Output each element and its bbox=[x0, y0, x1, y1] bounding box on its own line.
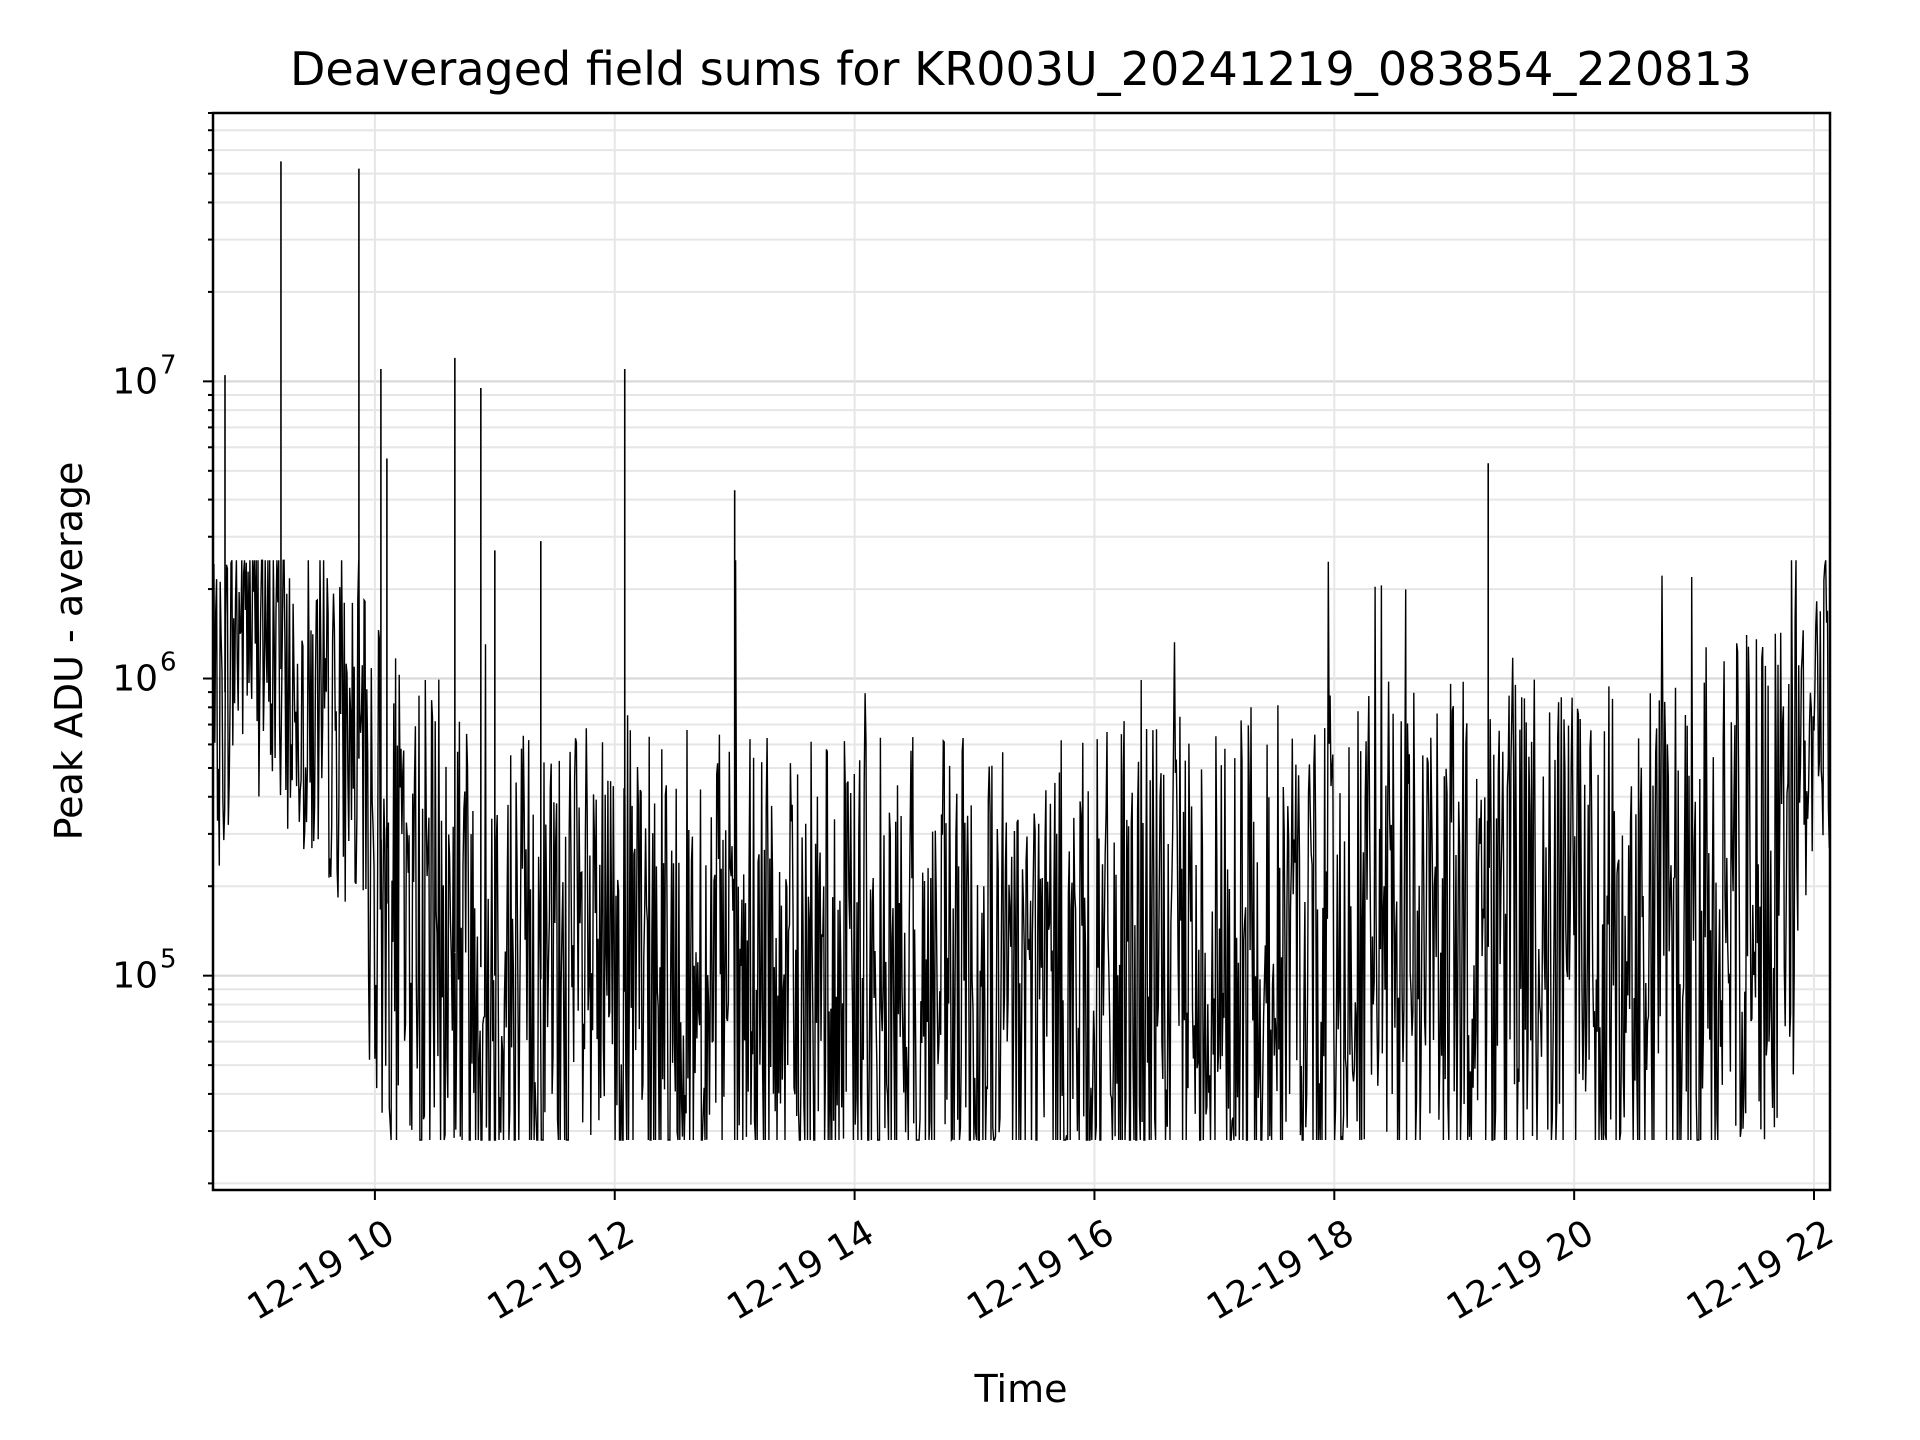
y-axis-label: Peak ADU - average bbox=[47, 462, 91, 841]
y-tick-label-exponent: 7 bbox=[160, 350, 177, 380]
y-tick-label-exponent: 5 bbox=[160, 945, 177, 975]
y-tick-label: 10 bbox=[112, 361, 158, 402]
y-tick-label: 10 bbox=[112, 659, 158, 700]
y-tick-label-exponent: 6 bbox=[160, 648, 177, 678]
series-line bbox=[212, 559, 1830, 1142]
series-line-group bbox=[212, 161, 1830, 1142]
x-axis-label: Time bbox=[974, 1367, 1068, 1411]
chart-title: Deaveraged field sums for KR003U_2024121… bbox=[290, 42, 1752, 96]
plot-frame bbox=[211, 111, 1832, 1192]
y-tick-label: 10 bbox=[112, 956, 158, 997]
